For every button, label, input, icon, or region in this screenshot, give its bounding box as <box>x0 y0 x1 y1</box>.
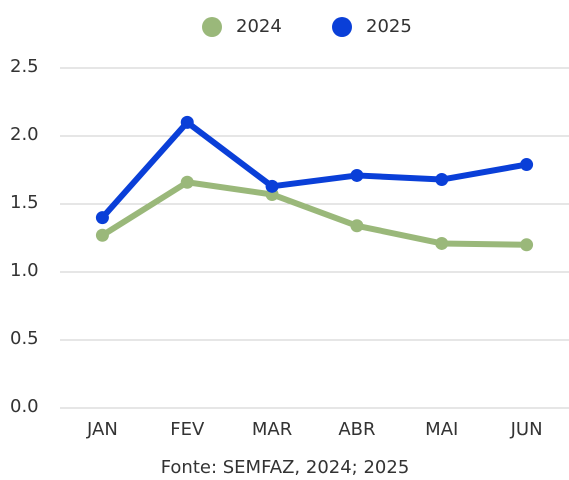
x-tick-label: FEV <box>170 419 205 440</box>
legend-label: 2025 <box>366 16 412 37</box>
data-point <box>265 179 279 193</box>
data-point <box>180 115 194 129</box>
legend-label: 2024 <box>236 16 282 37</box>
y-tick-label: 2.0 <box>10 124 39 145</box>
data-point <box>435 236 449 250</box>
data-point <box>350 219 364 233</box>
data-point <box>95 211 109 225</box>
y-tick-label: 0.0 <box>10 396 39 417</box>
data-point <box>180 175 194 189</box>
data-point <box>520 158 534 172</box>
y-tick-label: 0.5 <box>10 328 39 349</box>
legend-swatch <box>332 17 352 37</box>
x-tick-label: JAN <box>86 419 118 440</box>
series-line <box>100 119 528 220</box>
source-note: Fonte: SEMFAZ, 2024; 2025 <box>161 457 410 478</box>
x-tick-label: MAI <box>425 419 458 440</box>
x-tick-label: JUN <box>510 419 543 440</box>
y-tick-label: 2.5 <box>10 56 39 77</box>
data-point <box>520 238 534 252</box>
series-line <box>100 179 527 248</box>
x-tick-label: MAR <box>252 419 292 440</box>
y-tick-label: 1.0 <box>10 260 39 281</box>
data-point <box>435 173 449 187</box>
y-tick-label: 1.5 <box>10 192 39 213</box>
data-point <box>95 228 109 242</box>
x-tick-label: ABR <box>338 419 375 440</box>
legend-swatch <box>202 17 222 37</box>
data-point <box>350 168 364 182</box>
